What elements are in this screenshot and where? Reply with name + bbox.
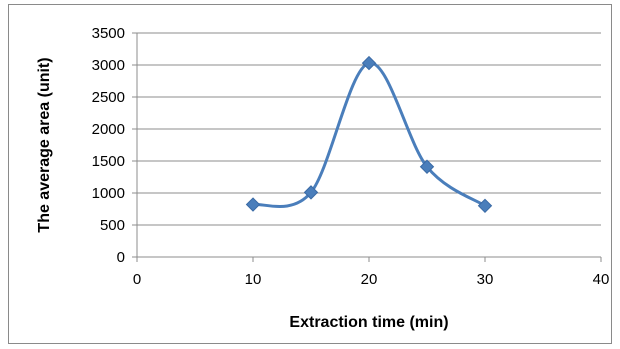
data-point-15 bbox=[303, 185, 319, 200]
data-point-30 bbox=[477, 198, 493, 214]
y-tick-label-2500: 2500 bbox=[92, 89, 125, 106]
y-tick-label-2000: 2000 bbox=[92, 121, 125, 138]
y-tick-label-1000: 1000 bbox=[92, 185, 125, 202]
x-axis-title: Extraction time (min) bbox=[289, 314, 448, 331]
x-tick-labels: 0 10 20 30 40 bbox=[133, 271, 610, 288]
series-markers bbox=[245, 55, 493, 214]
series-lines bbox=[252, 61, 486, 208]
data-point-10 bbox=[245, 197, 261, 212]
line-chart: 0 500 1000 1500 2000 2500 3000 3500 0 10 20 30 40 E… bbox=[36, 25, 610, 331]
x-tick-label-40: 40 bbox=[593, 271, 610, 288]
data-point-20 bbox=[361, 55, 377, 71]
series-line-0 bbox=[252, 61, 486, 208]
x-tick-label-0: 0 bbox=[133, 271, 141, 288]
y-tick-labels: 0 500 1000 1500 2000 2500 3000 3500 bbox=[92, 25, 125, 266]
y-tick-label-3000: 3000 bbox=[92, 57, 125, 74]
axes bbox=[132, 32, 602, 262]
y-tick-label-3500: 3500 bbox=[92, 25, 125, 42]
data-point-25 bbox=[419, 159, 435, 174]
y-tick-label-0: 0 bbox=[117, 249, 125, 266]
x-tick-label-30: 30 bbox=[477, 271, 494, 288]
y-axis-title: The average area (unit) bbox=[36, 57, 53, 232]
x-tick-label-20: 20 bbox=[361, 271, 378, 288]
x-tick-label-10: 10 bbox=[245, 271, 262, 288]
y-tick-label-1500: 1500 bbox=[92, 153, 125, 170]
chart-frame: 0 500 1000 1500 2000 2500 3000 3500 0 10 20 30 40 E… bbox=[8, 4, 612, 344]
y-tick-label-500: 500 bbox=[100, 217, 125, 234]
